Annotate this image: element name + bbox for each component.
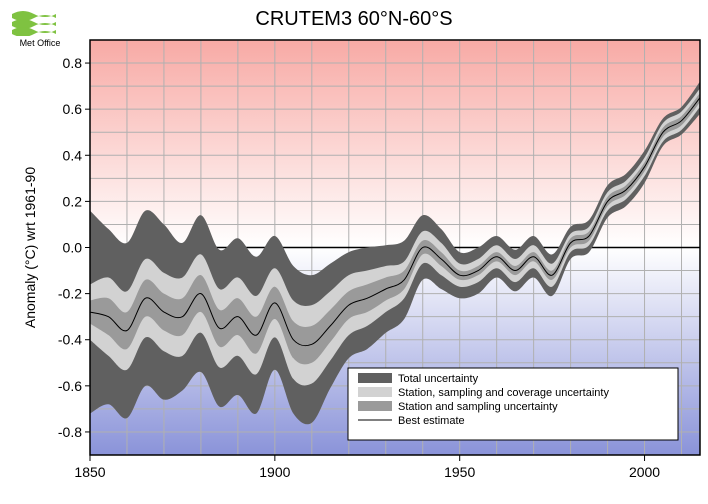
logo-label: Met Office [12,38,68,48]
y-axis-label: Anomaly (°C) wrt 1961-90 [22,167,38,328]
xtick-label: 1850 [74,464,105,480]
legend-label: Total uncertainty [398,373,479,385]
ytick-label: -0.4 [58,332,82,348]
ytick-label: 0.0 [63,240,83,256]
ytick-label: 0.8 [63,55,83,71]
page: { "logo": { "label": "Met Office", "gree… [0,0,708,504]
chart-title: CRUTEM3 60°N-60°S [0,8,708,31]
xtick-label: 2000 [629,464,660,480]
legend: Total uncertainty Station, sampling and c… [348,368,678,440]
ytick-label: 0.2 [63,193,83,209]
xtick-label: 1900 [259,464,290,480]
xtick-label: 1950 [444,464,475,480]
legend-label: Station, sampling and coverage uncertain… [398,387,609,399]
ytick-label: 0.4 [63,147,83,163]
ytick-label: -0.2 [58,286,82,302]
legend-label: Best estimate [398,415,465,427]
ytick-label: -0.6 [58,378,82,394]
legend-label: Station and sampling uncertainty [398,401,558,413]
ytick-label: 0.6 [63,101,83,117]
anomaly-chart: 1850 1900 1950 2000 -0.8 -0.6 -0.4 -0.2 0.0 0.2 0.… [0,0,708,504]
ytick-label: -0.8 [58,424,82,440]
